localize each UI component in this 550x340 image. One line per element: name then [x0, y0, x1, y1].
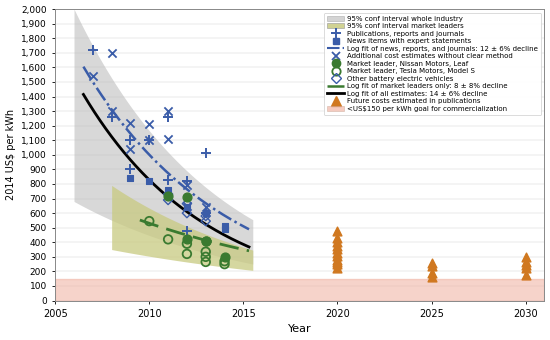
Point — [183, 251, 191, 257]
Point — [201, 254, 210, 259]
Point — [333, 228, 342, 234]
Point — [333, 253, 342, 259]
X-axis label: Year: Year — [288, 324, 312, 335]
Point — [220, 223, 229, 229]
Point — [164, 177, 173, 182]
Point — [183, 183, 191, 188]
Point — [427, 270, 436, 276]
Point — [220, 254, 229, 259]
Point — [333, 257, 342, 262]
Point — [220, 258, 229, 264]
Point — [145, 137, 153, 143]
Point — [164, 187, 173, 192]
Point — [333, 265, 342, 271]
Point — [107, 108, 116, 114]
Point — [201, 259, 210, 265]
Point — [201, 213, 210, 219]
Point — [333, 251, 342, 256]
Point — [183, 210, 191, 216]
Point — [427, 264, 436, 269]
Point — [201, 210, 210, 216]
Point — [145, 218, 153, 224]
Point — [126, 167, 135, 172]
Point — [107, 114, 116, 120]
Point — [183, 241, 191, 246]
Point — [333, 261, 342, 267]
Point — [126, 137, 135, 143]
Point — [521, 254, 530, 259]
Point — [183, 178, 191, 184]
Point — [333, 235, 342, 241]
Point — [183, 194, 191, 200]
Point — [183, 237, 191, 242]
Point — [145, 137, 153, 143]
Point — [201, 151, 210, 156]
Point — [89, 73, 97, 79]
Point — [164, 114, 173, 120]
Point — [333, 240, 342, 245]
Point — [220, 226, 229, 232]
Point — [333, 246, 342, 252]
Point — [201, 210, 210, 216]
Point — [183, 205, 191, 210]
Point — [521, 259, 530, 265]
Point — [183, 201, 191, 206]
Point — [183, 203, 191, 208]
Point — [164, 108, 173, 114]
Point — [164, 191, 173, 197]
Point — [521, 262, 530, 268]
Point — [201, 238, 210, 243]
Point — [201, 218, 210, 224]
Point — [201, 205, 210, 210]
Point — [164, 193, 173, 198]
Point — [164, 197, 173, 203]
Point — [107, 50, 116, 55]
Point — [183, 228, 191, 233]
Point — [201, 238, 210, 243]
Point — [220, 261, 229, 267]
Point — [521, 272, 530, 278]
Point — [164, 237, 173, 242]
Point — [126, 146, 135, 152]
Point — [145, 178, 153, 184]
Point — [145, 121, 153, 127]
Point — [126, 175, 135, 181]
Point — [427, 261, 436, 266]
Y-axis label: 2014 US$ per kWh: 2014 US$ per kWh — [6, 109, 15, 200]
Bar — [55, 279, 544, 301]
Point — [333, 243, 342, 249]
Point — [521, 266, 530, 271]
Point — [427, 274, 436, 279]
Point — [333, 259, 342, 265]
Point — [201, 249, 210, 254]
Point — [126, 120, 135, 125]
Point — [164, 136, 173, 141]
Point — [89, 47, 97, 53]
Legend: 95% conf interval whole industry, 95% conf interval market leaders, Publications: 95% conf interval whole industry, 95% co… — [324, 13, 541, 115]
